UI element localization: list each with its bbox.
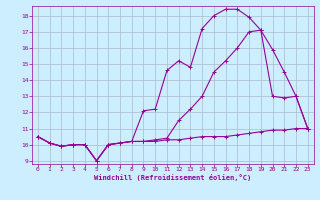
X-axis label: Windchill (Refroidissement éolien,°C): Windchill (Refroidissement éolien,°C) [94,174,252,181]
